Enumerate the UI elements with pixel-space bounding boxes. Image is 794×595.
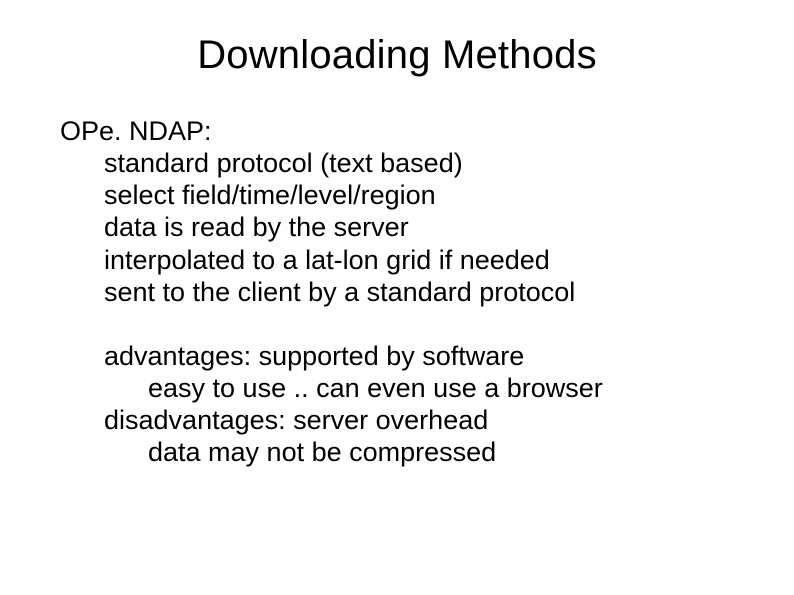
advantages-detail: easy to use .. can even use a browser [148, 372, 730, 404]
paragraph-spacer [60, 308, 730, 340]
body-line: select field/time/level/region [104, 179, 730, 211]
slide-title: Downloading Methods [0, 33, 794, 78]
advantages-line: advantages: supported by software [104, 340, 730, 372]
slide: Downloading Methods OPe. NDAP: standard … [0, 0, 794, 595]
body-line: sent to the client by a standard protoco… [104, 276, 730, 308]
disadvantages-detail: data may not be compressed [148, 436, 730, 468]
section-heading: OPe. NDAP: [60, 115, 730, 147]
body-line: standard protocol (text based) [104, 147, 730, 179]
disadvantages-line: disadvantages: server overhead [104, 404, 730, 436]
body-line: interpolated to a lat-lon grid if needed [104, 244, 730, 276]
body-line: data is read by the server [104, 211, 730, 243]
slide-body: OPe. NDAP: standard protocol (text based… [60, 115, 730, 468]
